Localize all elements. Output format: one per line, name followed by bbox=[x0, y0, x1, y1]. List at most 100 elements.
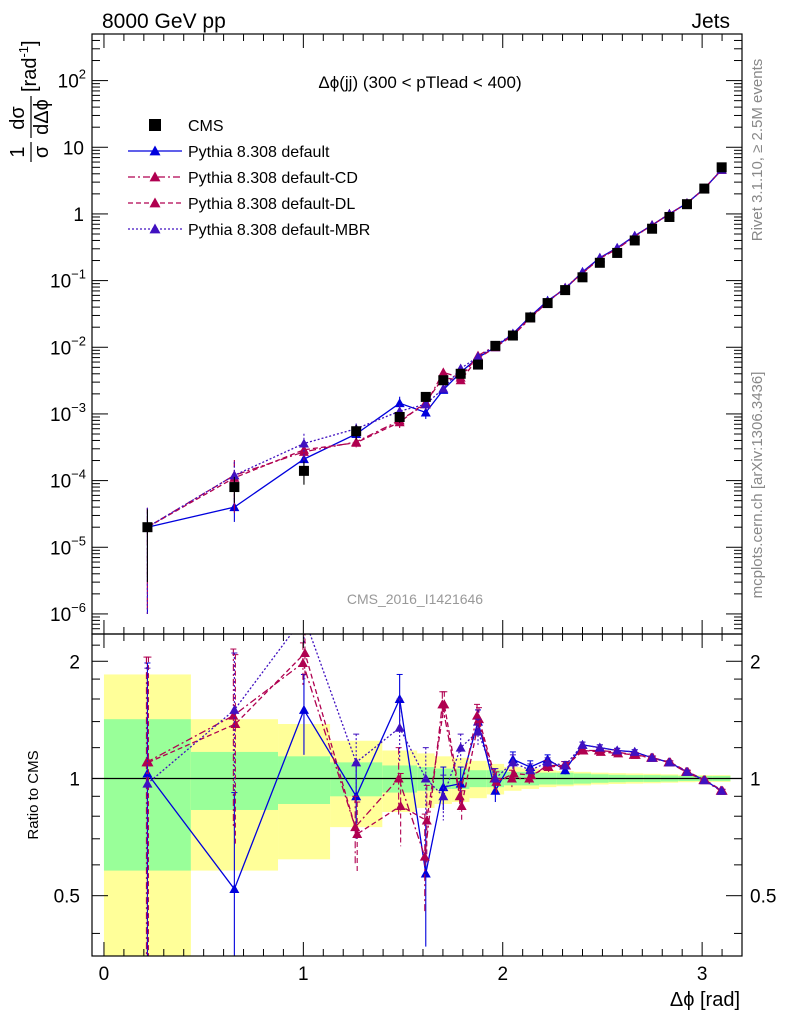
ratio-point bbox=[490, 785, 501, 795]
main-panel-data bbox=[142, 162, 727, 614]
ratio-point bbox=[647, 752, 658, 762]
ratio-point bbox=[716, 785, 727, 795]
y-label-dden: dΔϕ bbox=[31, 99, 53, 135]
ratio-tick-label: 2 bbox=[750, 652, 761, 673]
ratio-point bbox=[629, 746, 640, 756]
ratio-tick-label: 0.5 bbox=[750, 887, 776, 908]
legend-marker bbox=[149, 223, 161, 234]
y-label-den: σ bbox=[31, 145, 53, 158]
watermark: CMS_2016_I1421646 bbox=[347, 591, 483, 607]
ratio-tick-label: 0.5 bbox=[54, 887, 80, 908]
ratio-tick-label: 2 bbox=[69, 652, 80, 673]
ratio-tick-label: 1 bbox=[750, 769, 761, 790]
series-point bbox=[420, 399, 431, 409]
legend-item: Pythia 8.308 default-MBR bbox=[128, 222, 370, 239]
legend-label: Pythia 8.308 default bbox=[188, 144, 330, 161]
legend: CMS Pythia 8.308 default Pythia 8.308 defa… bbox=[128, 118, 370, 239]
ratio-point bbox=[594, 742, 605, 752]
ratio-point bbox=[506, 773, 517, 783]
ratio-point bbox=[438, 791, 449, 801]
ratio-point bbox=[507, 757, 518, 767]
ratio-point bbox=[229, 704, 240, 714]
data-point bbox=[394, 411, 405, 422]
data-point bbox=[420, 391, 431, 402]
ratio-point bbox=[508, 768, 519, 778]
y-tick-label: 102 bbox=[58, 67, 86, 93]
data-point bbox=[699, 183, 710, 194]
plot-title: Δϕ(jj) (300 < pTlead < 400) bbox=[318, 73, 521, 92]
y-label-unit: [rad-1] bbox=[16, 40, 41, 92]
ratio-point bbox=[560, 765, 571, 775]
data-point bbox=[594, 257, 605, 268]
ratio-panel-data bbox=[141, 612, 728, 956]
band-green bbox=[278, 756, 331, 804]
legend-marker bbox=[149, 145, 161, 156]
ratio-point bbox=[455, 742, 466, 752]
ratio-point bbox=[438, 782, 449, 792]
ratio-point bbox=[490, 773, 501, 783]
axes: 0 1 2 3 10−6 10−5 10−4 10−3 10−2 10−1 1 10 102 0.5 0.5… bbox=[50, 33, 776, 985]
ratio-point bbox=[578, 745, 589, 755]
ratio-point bbox=[395, 800, 406, 810]
y-tick-label: 10−3 bbox=[50, 400, 86, 426]
x-axis-label: Δϕ [rad] bbox=[670, 989, 740, 1011]
data-point bbox=[490, 340, 501, 351]
data-point bbox=[473, 359, 484, 370]
data-point bbox=[681, 199, 692, 210]
legend-item: Pythia 8.308 default-DL bbox=[128, 196, 355, 213]
legend-marker bbox=[149, 197, 161, 208]
y-tick-label: 10−5 bbox=[50, 533, 86, 559]
ratio-point bbox=[699, 775, 710, 785]
ratio-point bbox=[394, 722, 405, 732]
data-point bbox=[525, 312, 536, 323]
legend-label: CMS bbox=[188, 118, 224, 135]
data-point bbox=[716, 162, 727, 173]
legend-label: Pythia 8.308 default-MBR bbox=[188, 222, 370, 239]
ratio-point bbox=[352, 829, 363, 839]
ratio-point bbox=[543, 762, 554, 772]
ratio-point bbox=[420, 773, 431, 783]
y-axis-label: 1 σ dσ dΔϕ [rad-1] bbox=[7, 40, 53, 162]
ratio-point bbox=[230, 719, 241, 729]
x-tick-label: 2 bbox=[497, 964, 508, 985]
ratio-point bbox=[612, 745, 623, 755]
legend-marker bbox=[149, 119, 161, 131]
data-point bbox=[577, 272, 588, 283]
ratio-point bbox=[542, 757, 553, 767]
y-tick-label: 10−6 bbox=[50, 600, 86, 626]
ratio-point bbox=[143, 757, 154, 767]
series-point bbox=[298, 444, 309, 454]
legend-item: Pythia 8.308 default bbox=[128, 144, 330, 161]
ratio-point bbox=[419, 851, 430, 861]
y-tick-label: 1 bbox=[73, 205, 84, 226]
ratio-point bbox=[439, 699, 450, 709]
ratio-y-label: Ratio to CMS bbox=[25, 750, 42, 839]
ratio-point bbox=[526, 770, 537, 780]
data-point bbox=[612, 247, 623, 258]
cms-data bbox=[142, 162, 727, 583]
mcplots-label: mcplots.cern.ch [arXiv:1306.3436] bbox=[749, 372, 766, 599]
ratio-point bbox=[299, 612, 309, 621]
ratio-point bbox=[298, 704, 309, 714]
ratio-point bbox=[577, 739, 588, 749]
y-tick-label: 10−1 bbox=[50, 267, 86, 293]
y-tick-label: 10−4 bbox=[50, 467, 86, 493]
data-point bbox=[542, 298, 553, 309]
x-tick-label: 0 bbox=[99, 964, 110, 985]
data-point bbox=[560, 285, 571, 296]
data-point bbox=[664, 211, 675, 222]
series-point bbox=[473, 351, 484, 361]
header-right: Jets bbox=[691, 10, 730, 33]
ratio-point bbox=[142, 778, 153, 788]
ratio-point bbox=[420, 868, 431, 878]
data-point bbox=[647, 223, 658, 234]
ratio-point bbox=[228, 710, 239, 720]
series-point bbox=[455, 375, 466, 385]
ratio-point bbox=[681, 766, 692, 776]
series-point bbox=[394, 398, 405, 408]
ratio-point bbox=[664, 757, 675, 767]
x-tick-label: 3 bbox=[697, 964, 708, 985]
series-point bbox=[298, 438, 309, 448]
data-point bbox=[438, 375, 449, 386]
y-label-dnum: dσ bbox=[7, 106, 29, 130]
